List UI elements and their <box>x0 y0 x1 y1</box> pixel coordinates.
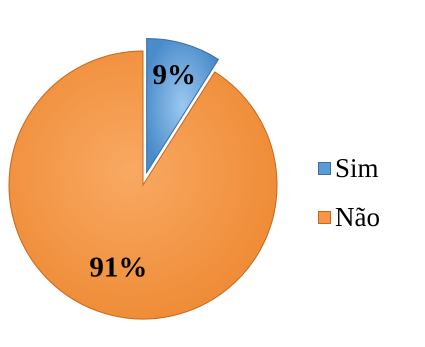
legend-label-nao: Não <box>335 201 380 232</box>
legend-item-sim: Sim <box>318 148 380 188</box>
data-label-nao: 91% <box>89 252 147 284</box>
data-label-sim: 9% <box>153 59 197 91</box>
legend-label-sim: Sim <box>335 152 379 183</box>
pie-slice-sim <box>146 38 220 175</box>
legend-swatch-nao <box>318 210 331 224</box>
legend-swatch-sim <box>318 161 331 175</box>
legend: Sim Não <box>318 148 380 246</box>
pie-slice-nao <box>8 50 278 320</box>
legend-item-nao: Não <box>318 197 380 237</box>
